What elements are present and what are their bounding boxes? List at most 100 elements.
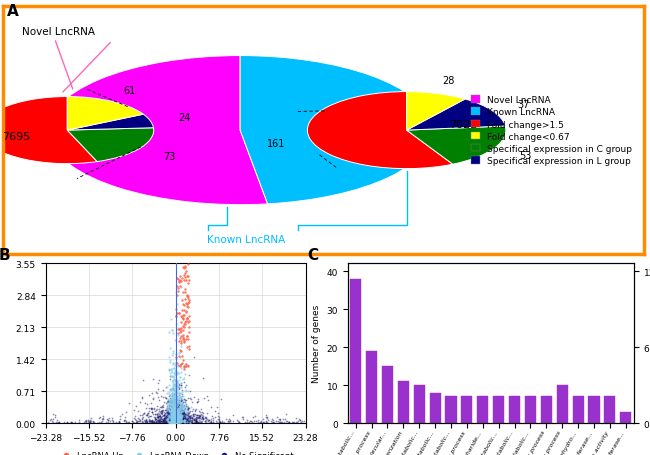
Point — [168, 416, 179, 424]
Point — [170, 409, 180, 416]
Point — [164, 381, 174, 388]
Point — [172, 405, 183, 412]
Point — [166, 389, 177, 397]
Point — [169, 415, 179, 422]
Point — [168, 401, 178, 409]
Point — [174, 417, 185, 425]
Point — [174, 413, 184, 420]
Point — [170, 418, 180, 425]
Point — [184, 409, 194, 416]
Point — [164, 413, 175, 420]
Point — [168, 410, 179, 417]
Point — [178, 418, 188, 425]
Point — [168, 404, 179, 412]
Point — [170, 409, 180, 416]
Text: 28: 28 — [442, 76, 454, 86]
Point — [179, 339, 189, 346]
Point — [169, 407, 179, 415]
Point — [176, 384, 187, 391]
Point — [170, 414, 181, 421]
Point — [174, 418, 185, 425]
Point — [180, 363, 190, 370]
Point — [209, 420, 219, 427]
Point — [167, 413, 177, 420]
Point — [161, 418, 171, 425]
Point — [169, 415, 179, 422]
Point — [177, 415, 188, 422]
Point — [178, 399, 188, 406]
Point — [237, 414, 248, 421]
Point — [172, 417, 182, 425]
Point — [167, 391, 177, 399]
Point — [178, 417, 188, 424]
Point — [168, 419, 179, 426]
Point — [162, 416, 173, 423]
Point — [180, 411, 190, 418]
Point — [176, 415, 186, 422]
Point — [164, 412, 174, 420]
Point — [176, 412, 187, 419]
Point — [186, 418, 196, 425]
Point — [185, 415, 195, 422]
Point — [170, 415, 180, 422]
Point — [171, 405, 181, 412]
Point — [153, 380, 163, 387]
Point — [170, 383, 180, 390]
Point — [174, 415, 185, 422]
Point — [170, 407, 181, 415]
Point — [201, 417, 211, 424]
Point — [170, 362, 180, 369]
Point — [172, 412, 182, 420]
Point — [170, 404, 180, 411]
Point — [170, 391, 180, 398]
Point — [180, 404, 190, 411]
Point — [172, 408, 183, 415]
Point — [191, 415, 202, 423]
Point — [175, 417, 185, 424]
Point — [168, 413, 179, 420]
Point — [168, 409, 178, 416]
Point — [174, 413, 185, 420]
Point — [163, 415, 174, 422]
Point — [203, 416, 213, 423]
Point — [141, 418, 151, 425]
Point — [195, 420, 205, 427]
Point — [170, 417, 180, 425]
Point — [169, 418, 179, 425]
Point — [168, 409, 178, 416]
Point — [166, 416, 176, 423]
Point — [179, 408, 189, 415]
Point — [185, 411, 196, 419]
Point — [223, 417, 233, 425]
Point — [176, 343, 187, 350]
Point — [170, 369, 180, 377]
Point — [177, 416, 187, 424]
Point — [176, 415, 187, 423]
Point — [183, 303, 193, 310]
Point — [153, 419, 163, 426]
Point — [182, 419, 192, 426]
Point — [160, 414, 170, 421]
Point — [184, 412, 194, 420]
Point — [166, 404, 176, 412]
Point — [166, 414, 177, 421]
Point — [168, 408, 179, 415]
Point — [173, 411, 183, 419]
Point — [169, 416, 179, 423]
Point — [168, 411, 178, 418]
Point — [170, 419, 181, 426]
Point — [170, 360, 180, 367]
Point — [164, 375, 175, 383]
Point — [175, 417, 185, 424]
Point — [172, 416, 182, 424]
Point — [172, 418, 183, 425]
Point — [173, 406, 183, 413]
Point — [144, 408, 155, 415]
Point — [174, 417, 185, 424]
Point — [141, 416, 151, 424]
Point — [174, 407, 185, 415]
Point — [174, 414, 185, 421]
Point — [174, 404, 184, 411]
Point — [168, 415, 178, 422]
Point — [172, 414, 183, 421]
